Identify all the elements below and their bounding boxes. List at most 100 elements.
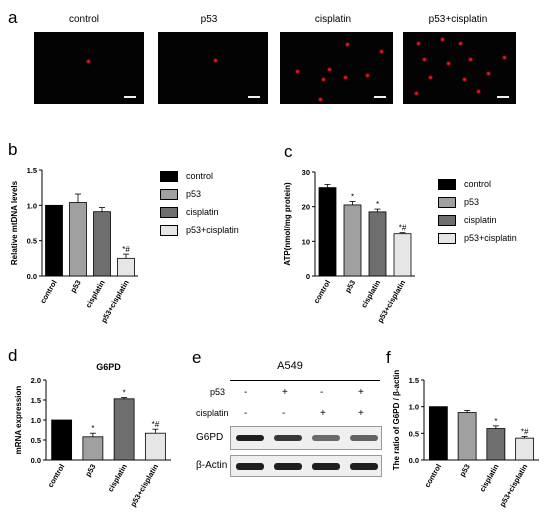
- fluorescent-spot: [380, 50, 383, 53]
- fluorescent-spot: [463, 78, 466, 81]
- bar-cisplatin: [93, 211, 111, 277]
- legend-swatch: [160, 224, 178, 236]
- panel-letter-e: e: [192, 348, 202, 367]
- y-tick-label: 30: [302, 168, 310, 177]
- fluorescent-spot: [477, 90, 480, 93]
- bar-p53-cisplatin: [515, 437, 535, 461]
- y-tick-label: 0.5: [409, 429, 419, 438]
- bar-p53: [82, 436, 104, 461]
- legend-label: cisplatin: [464, 215, 497, 225]
- y-tick-label: 0: [306, 272, 310, 281]
- scale-bar: [374, 96, 386, 98]
- legend-swatch: [160, 206, 178, 218]
- chart-atp: 0 10 20 30 ATP(nmol/mg protein) control * p53 * c…: [283, 168, 415, 324]
- legend-item-cisplatin: cisplatin: [438, 214, 497, 226]
- bar-cisplatin: [113, 398, 135, 461]
- y-tick-label: 0.0: [409, 456, 419, 465]
- mic-label-control: control: [68, 14, 99, 25]
- bar-control: [428, 406, 448, 461]
- wb-signs: - + - + - - + +: [200, 360, 380, 430]
- wb-band-label-actin: β-Actin: [196, 460, 228, 471]
- bar-control: [51, 419, 73, 461]
- legend-swatch: [160, 170, 178, 182]
- y-tick-label: 1.5: [27, 166, 37, 175]
- wb-title: A549: [277, 360, 303, 372]
- significance-p53-cisplatin: *#: [399, 224, 407, 233]
- x-tick-label-control: control: [38, 279, 59, 306]
- chart-g6pd-ratio: 0.0 0.5 1.0 1.5 The ratio of G6PD / β-actin c…: [392, 370, 539, 508]
- wb-sign-p53-lane-4: +: [358, 387, 364, 398]
- mic-label-p53: p53: [200, 14, 218, 25]
- legend-item-control: control: [160, 170, 213, 182]
- wb-sign-cisplatin-lane-4: +: [358, 408, 364, 419]
- y-tick-label: 1.5: [31, 396, 41, 405]
- y-axis-label: The ratio of G6PD / β-actin: [392, 370, 401, 471]
- micrograph-control: [34, 32, 144, 104]
- blot-strip-g6pd: [230, 426, 382, 450]
- blot-band-lane-4: [350, 462, 378, 470]
- chart-title: G6PD: [96, 362, 121, 372]
- fluorescent-spot: [346, 43, 349, 46]
- legend-swatch: [438, 178, 456, 190]
- blot-band-lane-3: [312, 435, 340, 441]
- bar-cisplatin: [368, 211, 387, 277]
- bar-p53: [69, 202, 87, 277]
- x-tick-label-p53: p53: [343, 279, 357, 295]
- bar-p53-cisplatin: [117, 257, 135, 277]
- fluorescent-spot: [423, 58, 426, 61]
- blot-band-lane-2: [274, 462, 302, 470]
- bar-control: [45, 204, 63, 277]
- x-tick-label-cisplatin: cisplatin: [359, 278, 382, 309]
- legend-label: p53+cisplatin: [464, 233, 517, 243]
- scale-bar: [124, 96, 136, 98]
- x-tick-label-cisplatin: cisplatin: [478, 462, 501, 493]
- legend-label: cisplatin: [186, 207, 219, 217]
- wb-title-line: [230, 380, 380, 381]
- x-tick-label-cisplatin: cisplatin: [84, 278, 107, 309]
- wb-sign-cisplatin-lane-1: -: [244, 408, 248, 419]
- fluorescent-spot: [322, 78, 325, 81]
- fluorescent-spot: [319, 98, 322, 101]
- x-tick-label-cisplatin: cisplatin: [106, 462, 129, 493]
- legend-label: p53: [186, 189, 202, 199]
- significance-p53-cisplatin: *#: [122, 245, 130, 254]
- bar-p53-cisplatin: [393, 233, 412, 277]
- fluorescent-spot: [447, 62, 450, 65]
- wb-row-label-p53: p53: [210, 387, 226, 397]
- y-tick-label: 0.0: [31, 456, 41, 465]
- bar-p53: [457, 412, 477, 461]
- fluorescent-spot: [415, 92, 418, 95]
- significance-cisplatin: *: [494, 417, 497, 426]
- x-tick-label-control: control: [423, 463, 444, 490]
- fluorescent-spot: [441, 38, 444, 41]
- wb-sign-cisplatin-lane-2: -: [282, 408, 286, 419]
- western-blot: A549 p53 cisplatin - + - + - - + + G6PD β-Actin: [196, 360, 382, 480]
- y-tick-label: 0.5: [31, 436, 41, 445]
- legend-swatch: [438, 214, 456, 226]
- blot-band-lane-1: [236, 462, 264, 470]
- legend-swatch: [438, 232, 456, 244]
- y-tick-label: 0.0: [27, 272, 37, 281]
- legend-item-cisplatin: cisplatin: [160, 206, 219, 218]
- y-tick-label: 0.5: [27, 237, 37, 246]
- mic-label-p53-cisplatin: p53+cisplatin: [428, 14, 488, 25]
- wb-sign-p53-lane-3: -: [320, 387, 324, 398]
- significance-p53: *: [351, 192, 354, 201]
- significance-cisplatin: *: [376, 200, 379, 209]
- scale-bar: [248, 96, 260, 98]
- mic-label-cisplatin: cisplatin: [314, 14, 352, 25]
- x-tick-label-p53: p53: [458, 463, 472, 479]
- legend-label: p53: [464, 197, 480, 207]
- panel-letter-f: f: [386, 348, 391, 367]
- blot-strip-actin: [230, 455, 382, 477]
- bar-cisplatin: [486, 428, 506, 461]
- legend-mtdna: control p53 cisplatin p53+cisplatin: [160, 170, 270, 250]
- fluorescent-spot: [296, 70, 299, 73]
- y-axis-label: Relative mtDNA levels: [10, 180, 19, 265]
- fluorescent-spot: [417, 42, 420, 45]
- bar-p53: [343, 204, 362, 277]
- micrograph-p53-cisplatin: [403, 32, 516, 104]
- legend-swatch: [438, 196, 456, 208]
- legend-label: p53+cisplatin: [186, 225, 239, 235]
- chart-mtdna: 0.0 0.5 1.0 1.5 Relative mtDNA levels control…: [10, 166, 138, 324]
